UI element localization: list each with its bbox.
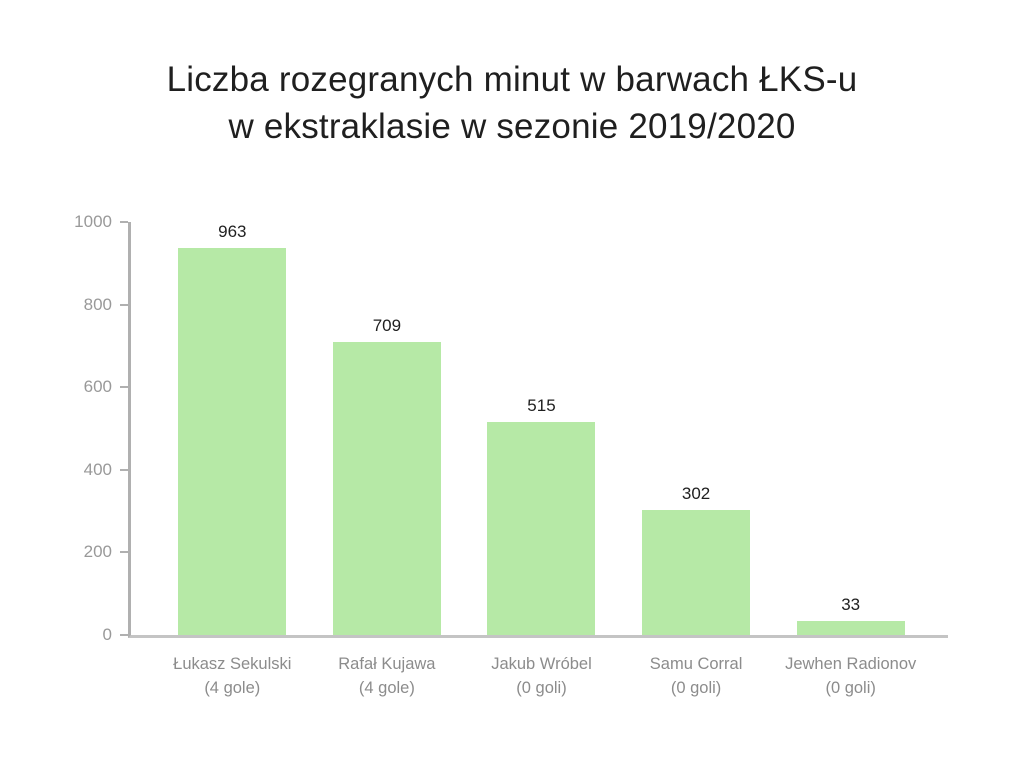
bar-group: 302 Samu Corral (0 goli) [619,222,774,697]
y-axis-tick-mark [120,468,128,471]
bar-group: 33 Jewhen Radionov (0 goli) [773,222,928,697]
bar-value-label: 302 [681,484,711,504]
bar-value-label: 515 [527,396,556,416]
y-axis-tick-label: 400 [83,459,112,479]
bar-group: 963 Łukasz Sekulski (4 gole) [155,222,310,697]
y-axis-tick-label: 800 [83,294,112,314]
chart-title: Liczba rozegranych minut w barwach ŁKS-u… [0,56,1024,150]
bar-value-label: 709 [372,316,402,336]
category-name: Rafał Kujawa [338,655,436,673]
bar [487,422,596,635]
category-label: Jakub Wróbel (0 goli) [451,652,631,700]
y-axis-tick-mark [120,386,128,389]
category-name: Samu Corral [649,655,743,673]
bar-group: 515 Jakub Wróbel (0 goli) [464,222,619,697]
category-name: Jakub Wróbel [491,655,592,673]
bar [796,621,905,635]
category-subtext: (0 goli) [516,679,567,697]
category-name: Łukasz Sekulski [173,655,292,673]
y-axis-tick-label: 200 [83,542,112,562]
bar-group: 709 Rafał Kujawa (4 gole) [310,222,465,697]
y-axis-tick-mark [120,551,128,554]
bar [332,342,441,635]
category-subtext: (4 gole) [358,679,415,697]
y-axis-tick-label: 0 [102,625,112,644]
category-label: Rafał Kujawa (4 gole) [297,652,477,700]
category-subtext: (0 goli) [825,679,876,697]
y-axis-tick-mark [120,303,128,306]
bar [178,248,287,635]
y-axis-tick-label: 1000 [74,212,112,231]
chart-title-line2: w ekstraklasie w sezonie 2019/2020 [228,107,796,146]
category-label: Jewhen Radionov (0 goli) [761,652,941,700]
y-axis-labels: 0 200 400 600 800 1000 [0,212,112,644]
category-subtext: (4 gole) [204,679,261,697]
bar-value-label: 33 [841,595,861,615]
y-axis-tick-mark [120,221,128,223]
y-axis-tick-mark [120,634,128,636]
y-axis-tick-label: 600 [83,377,112,397]
plot-area: 963 Łukasz Sekulski (4 gole) 709 Rafał Kujaw… [120,221,948,697]
category-label: Samu Corral (0 goli) [606,652,786,700]
bar [642,510,751,635]
category-label: Łukasz Sekulski (4 gole) [142,652,322,700]
bar-value-label: 963 [218,222,247,241]
chart-title-line1: Liczba rozegranych minut w barwach ŁKS-u [166,60,858,99]
bars-row: 963 Łukasz Sekulski (4 gole) 709 Rafał Kujaw… [155,222,928,697]
category-subtext: (0 goli) [670,679,722,697]
category-name: Jewhen Radionov [785,655,917,673]
